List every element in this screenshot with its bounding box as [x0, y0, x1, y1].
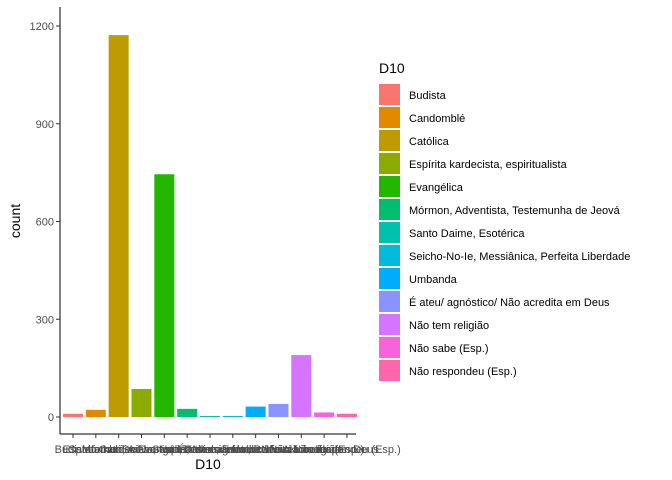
- legend-swatch-5: [379, 176, 400, 197]
- x-tick-label: Umbanda: [232, 444, 281, 456]
- x-tick-label: Católica: [99, 444, 140, 456]
- bar-13: [336, 413, 357, 417]
- bar-10: [268, 403, 289, 417]
- legend-label-11: Não tem religião: [409, 320, 489, 332]
- x-tick-label: Espírita kardecista, espiritualista: [63, 444, 222, 456]
- legend-label-1: Budista: [409, 90, 447, 102]
- legend-label-7: Santo Daime, Esotérica: [409, 228, 525, 240]
- bar-4: [131, 388, 152, 417]
- y-axis-title: count: [7, 204, 23, 238]
- y-axis-ticks: 0 300 600 900 1200: [30, 21, 60, 424]
- x-tick-label: Não sabe (Esp.): [284, 444, 363, 456]
- legend-swatch-13: [379, 360, 400, 381]
- x-tick-label: Candomblé: [68, 444, 124, 456]
- x-axis-title: D10: [195, 456, 221, 472]
- bar-11: [291, 355, 312, 417]
- legend-swatch-4: [379, 153, 400, 174]
- x-tick-label: Não respondeu (Esp.): [293, 444, 401, 456]
- bar-6: [177, 408, 198, 417]
- legend-title: D10: [379, 60, 405, 76]
- y-tick-label: 900: [36, 119, 54, 131]
- plot-area: 0 300 600 900 1200 BudistaCandombléCatólicaE…: [30, 7, 401, 456]
- legend-label-6: Mórmon, Adventista, Testemunha de Jeová: [409, 205, 621, 217]
- x-tick-label: Não tem religião: [261, 444, 341, 456]
- legend-label-12: Não sabe (Esp.): [409, 343, 488, 355]
- y-tick-label: 0: [48, 412, 54, 424]
- legend-label-2: Candomblé: [409, 113, 465, 125]
- legend-swatch-8: [379, 245, 400, 266]
- bar-5: [154, 174, 175, 417]
- x-tick-label: Budista: [55, 444, 93, 456]
- legend-label-9: Umbanda: [409, 274, 458, 286]
- legend-label-3: Católica: [409, 136, 450, 148]
- legend-swatch-2: [379, 107, 400, 128]
- x-tick-label: Santo Daime, Esotérica: [152, 444, 268, 456]
- y-tick-label: 300: [36, 314, 54, 326]
- legend-swatch-9: [379, 268, 400, 289]
- legend-label-4: Espírita kardecista, espiritualista: [409, 159, 568, 171]
- legend-items: Budista Candomblé Católica Espírita kardeci…: [379, 84, 630, 381]
- legend-swatch-10: [379, 291, 400, 312]
- bar-1: [63, 413, 83, 417]
- legend-label-8: Seicho-No-Ie, Messiânica, Perfeita Liber…: [409, 251, 630, 263]
- bar-3: [108, 35, 129, 418]
- bar-12: [314, 412, 335, 417]
- legend-swatch-11: [379, 314, 400, 335]
- x-tick-label: É ateu/ agnóstico/ Não acredita em Deus: [178, 443, 379, 456]
- y-tick-label: 600: [36, 217, 54, 229]
- legend: D10 Budista Candomblé Católica Espírita kar…: [379, 60, 630, 381]
- x-tick-label: Mórmon, Adventista, Testemunha de Jeová: [82, 444, 294, 456]
- x-tick-label: Evangélica: [137, 444, 192, 456]
- legend-label-13: Não respondeu (Esp.): [409, 366, 517, 378]
- bar-8: [222, 416, 243, 417]
- legend-swatch-1: [379, 84, 400, 105]
- legend-swatch-3: [379, 130, 400, 151]
- bars-group: [63, 35, 357, 418]
- legend-swatch-6: [379, 199, 400, 220]
- x-tick-label: Seicho-No-Ie, Messiânica, Perfeita Liber…: [122, 444, 343, 456]
- legend-label-5: Evangélica: [409, 182, 464, 194]
- legend-swatch-12: [379, 337, 400, 358]
- bar-9: [245, 406, 266, 417]
- bar-2: [85, 409, 106, 417]
- y-tick-label: 1200: [30, 21, 54, 33]
- legend-swatch-7: [379, 222, 400, 243]
- bar-7: [199, 416, 220, 417]
- legend-label-10: É ateu/ agnóstico/ Não acredita em Deus: [409, 296, 610, 309]
